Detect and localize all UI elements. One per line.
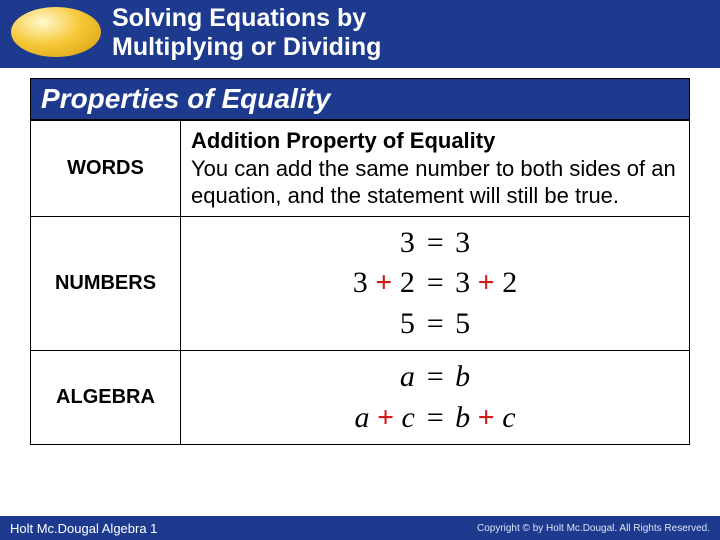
lesson-title-line2: Multiplying or Dividing <box>112 33 381 61</box>
row-label-words: WORDS <box>31 121 181 217</box>
footer-book-title: Holt Mc.Dougal Algebra 1 <box>10 521 157 536</box>
equation-block-numbers: 3=33 + 2=3 + 25=5 <box>191 223 679 345</box>
equation-block-algebra: a=ba + c=b + c <box>191 357 679 438</box>
table-row-algebra: ALGEBRA a=ba + c=b + c <box>31 351 690 445</box>
row-content-numbers: 3=33 + 2=3 + 25=5 <box>181 216 690 351</box>
properties-table: WORDS Addition Property of Equality You … <box>30 120 690 445</box>
row-label-algebra: ALGEBRA <box>31 351 181 445</box>
table-row-numbers: NUMBERS 3=33 + 2=3 + 25=5 <box>31 216 690 351</box>
lesson-badge-oval <box>8 4 104 60</box>
row-content-algebra: a=ba + c=b + c <box>181 351 690 445</box>
lesson-title-line1: Solving Equations by <box>112 4 366 32</box>
row-content-words: Addition Property of Equality You can ad… <box>181 121 690 217</box>
lesson-title: Solving Equations by Multiplying or Divi… <box>112 4 381 62</box>
property-heading: Addition Property of Equality <box>191 128 495 153</box>
main-content: Properties of Equality WORDS Addition Pr… <box>30 78 690 445</box>
table-row-words: WORDS Addition Property of Equality You … <box>31 121 690 217</box>
footer-bar: Holt Mc.Dougal Algebra 1 Copyright © by … <box>0 516 720 540</box>
header-bar: Solving Equations by Multiplying or Divi… <box>0 0 720 68</box>
property-body: You can add the same number to both side… <box>191 156 676 209</box>
section-title: Properties of Equality <box>30 78 690 120</box>
row-label-numbers: NUMBERS <box>31 216 181 351</box>
footer-copyright: Copyright © by Holt Mc.Dougal. All Right… <box>477 523 710 534</box>
